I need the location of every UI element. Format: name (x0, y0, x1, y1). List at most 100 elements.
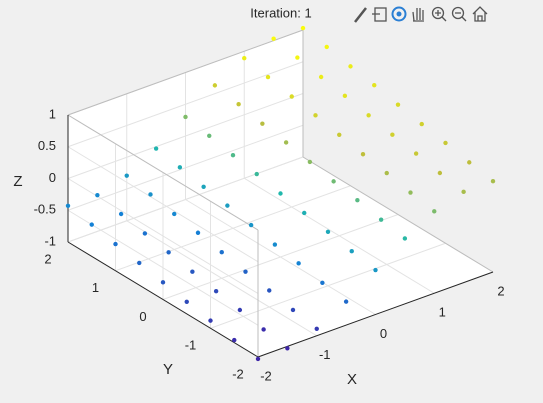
brush-tool[interactable] (354, 7, 367, 23)
point (243, 269, 248, 274)
point (95, 192, 100, 198)
box-edge (67, 114, 259, 231)
point (184, 299, 189, 305)
point (289, 94, 294, 99)
point (118, 211, 124, 217)
point (285, 346, 290, 351)
x-tick-label: 1 (439, 305, 446, 320)
grid-line (162, 214, 399, 300)
point (207, 133, 212, 138)
grid-line (67, 124, 304, 211)
point (337, 132, 342, 137)
point (272, 242, 278, 247)
point (437, 170, 443, 176)
point (443, 140, 448, 146)
chart-title: Iteration: 1 (250, 5, 311, 20)
point (232, 337, 237, 343)
point (296, 261, 301, 266)
point (307, 159, 313, 165)
z-axis-label: Z (13, 173, 22, 190)
x-tick-label: -2 (260, 368, 272, 383)
grid-line (67, 93, 304, 179)
home-tool[interactable] (472, 6, 488, 22)
box-edge (67, 29, 304, 116)
point (183, 114, 188, 120)
z-tick-label: -1 (44, 233, 56, 248)
point (390, 132, 395, 137)
point (320, 280, 325, 286)
point (236, 101, 241, 107)
x-axis-line (257, 271, 494, 358)
point (208, 318, 213, 323)
point (166, 250, 171, 255)
point (314, 326, 319, 331)
point (254, 171, 259, 177)
point (248, 222, 254, 228)
z-tick-label: 1 (49, 106, 56, 121)
point (355, 197, 360, 203)
point (177, 165, 183, 170)
point (318, 74, 324, 80)
point (124, 173, 129, 178)
datatip-tool[interactable] (372, 7, 387, 22)
toolbar (354, 6, 488, 23)
point (237, 307, 243, 313)
point (313, 113, 318, 118)
point (230, 153, 236, 158)
point (212, 83, 218, 88)
point (190, 269, 195, 274)
box-edge (302, 156, 494, 273)
point (278, 191, 283, 196)
point (113, 241, 118, 247)
y-tick-label: -2 (232, 366, 244, 381)
point (219, 250, 224, 255)
point (148, 192, 153, 197)
point (295, 55, 300, 60)
point (343, 299, 349, 304)
point (172, 211, 177, 217)
axes: -2 -1 0 1 2 -2 -1 0 1 2 -1 -0.5 0 0.5 1 (34, 25, 505, 383)
rotate-tool[interactable] (391, 6, 407, 22)
point (242, 56, 247, 61)
x-tick-label: 2 (497, 283, 504, 298)
point (372, 82, 377, 88)
point (325, 229, 331, 234)
point (137, 260, 142, 266)
point (213, 288, 219, 294)
zoom-out-tool[interactable] (451, 6, 467, 22)
point (384, 170, 389, 176)
grid-line (115, 185, 351, 272)
grid-line (67, 178, 259, 294)
grid-line (67, 61, 304, 148)
y-tick-label: 2 (44, 251, 51, 266)
pan-tool[interactable] (412, 8, 424, 22)
point (349, 249, 354, 254)
point (142, 231, 148, 236)
point (267, 288, 272, 293)
y-tick-label: -1 (185, 338, 197, 353)
point (490, 178, 496, 184)
point (402, 236, 408, 241)
z-tick-label: 0 (49, 170, 56, 185)
grid-line (210, 242, 446, 329)
point (324, 44, 329, 50)
point (255, 356, 261, 362)
point (89, 222, 94, 227)
point (302, 210, 307, 216)
point (65, 203, 71, 209)
point (432, 209, 437, 214)
point (225, 203, 230, 208)
point (373, 267, 378, 273)
point (265, 74, 271, 80)
point (160, 280, 166, 285)
grid-line (67, 156, 304, 243)
point (261, 327, 266, 332)
point (419, 121, 424, 127)
point (467, 160, 472, 165)
z-tick-label: 0.5 (38, 138, 56, 153)
zoom-in-tool[interactable] (431, 6, 447, 22)
point (271, 36, 276, 41)
point (378, 217, 384, 222)
point (461, 189, 466, 195)
